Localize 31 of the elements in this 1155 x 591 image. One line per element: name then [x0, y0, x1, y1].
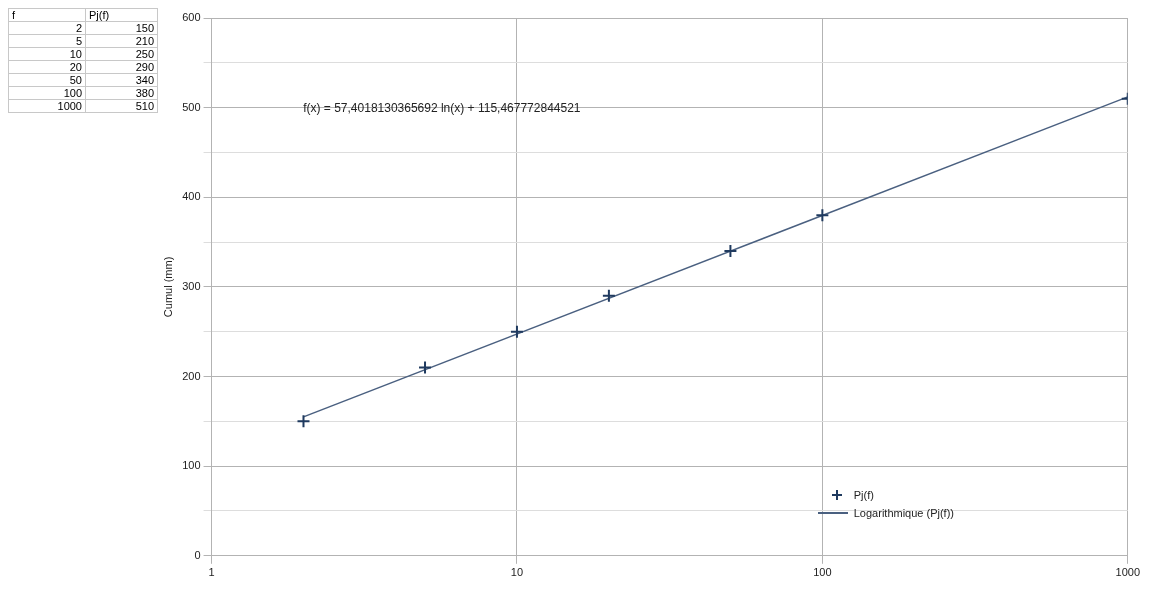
text: 150 [85, 21, 158, 35]
legend-label: Pj(f) [853, 488, 874, 501]
legend-label: Logarithmique (Pj(f)) [853, 506, 955, 519]
text: 2 [8, 21, 86, 35]
text: 1000 [8, 99, 86, 113]
y-tick-label: 0 [194, 548, 201, 561]
text: Pj(f) [85, 8, 158, 22]
text: 340 [85, 73, 158, 87]
y-tick-label: 100 [182, 459, 201, 472]
y-tick-label: 600 [182, 11, 201, 24]
text: 20 [8, 60, 86, 74]
text: 10 [8, 47, 86, 61]
text: 250 [85, 47, 158, 61]
y-axis-title: Cumul (mm) [161, 256, 174, 318]
y-tick-label: 300 [182, 279, 201, 292]
y-tick-label: 500 [182, 100, 201, 113]
text: 210 [85, 34, 158, 48]
y-tick-label: 400 [182, 190, 201, 203]
x-tick-label: 10 [510, 566, 524, 579]
text: 510 [85, 99, 158, 113]
text: f [8, 8, 86, 22]
text: 290 [85, 60, 158, 74]
annotation: f(x) = 57,4018130365692 ln(x) + 115,467772844521 [303, 100, 581, 115]
text: 50 [8, 73, 86, 87]
text: 100 [8, 86, 86, 100]
text: 5 [8, 34, 86, 48]
x-tick-label: 1 [208, 566, 215, 579]
x-tick-label: 100 [813, 566, 832, 579]
y-tick-label: 200 [182, 369, 201, 382]
text: 380 [85, 86, 158, 100]
x-tick-label: 1000 [1115, 566, 1141, 579]
